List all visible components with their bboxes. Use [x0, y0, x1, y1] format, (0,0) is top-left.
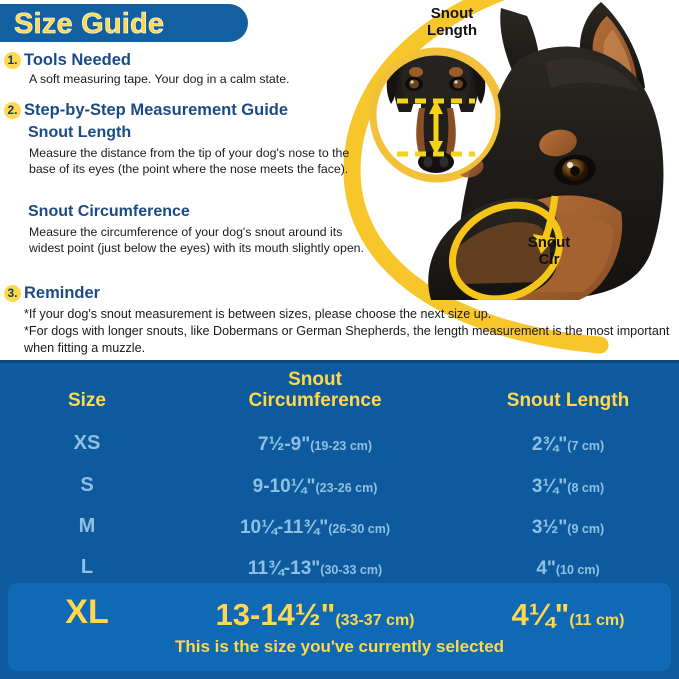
row-length-cm: (11 cm): [569, 612, 625, 629]
row-length-cm: (7 cm): [567, 439, 605, 453]
row-length-in: 3¼": [531, 476, 568, 497]
snout-cir-arrow: [533, 195, 559, 254]
dog-photo: [369, 0, 679, 303]
snout-length-arrow: [429, 100, 443, 155]
row-size: S: [80, 474, 94, 496]
table-header-circumference: Snout Circumference: [248, 369, 382, 411]
step-2: 2. Step-by-Step Measurement Guide: [4, 101, 288, 120]
row-circumference-cm: (19-23 cm): [310, 439, 373, 453]
table-row[interactable]: S 9-10¼"(23-26 cm) 3¼"(8 cm): [0, 474, 679, 514]
step-1-title: Tools Needed: [24, 51, 131, 69]
table-header-size: Size: [67, 390, 107, 411]
row-circumference-in: 7½-9": [257, 434, 311, 455]
row-length-cm: (10 cm): [555, 563, 600, 577]
table-row[interactable]: M 10¼-11¾"(26-30 cm) 3½"(9 cm): [0, 515, 679, 555]
row-circumference-cm: (30-33 cm): [320, 563, 383, 577]
title-banner: Size Guide: [0, 4, 248, 42]
table-row[interactable]: L 11¾-13"(30-33 cm) 4"(10 cm): [0, 556, 679, 596]
step-2-title: Step-by-Step Measurement Guide: [24, 101, 289, 119]
step-1: 1. Tools Needed: [4, 51, 131, 70]
row-length: 4"(10 cm): [468, 558, 668, 580]
row-circumference: 13-14½"(33-37 cm): [200, 597, 430, 633]
table-divider: [0, 360, 679, 363]
row-length-in: 3½": [531, 517, 568, 538]
row-circumference: 9-10¼"(23-26 cm): [200, 476, 430, 498]
row-circumference: 11¾-13"(30-33 cm): [200, 558, 430, 580]
row-circumference-cm: (23-26 cm): [315, 481, 378, 495]
step-2-badge: 2.: [4, 102, 21, 119]
snout-circumference-loop: [448, 201, 564, 303]
row-size: M: [78, 515, 96, 537]
row-circumference: 10¼-11¾"(26-30 cm): [200, 517, 430, 539]
snout-circumference-body: Measure the circumference of your dog's …: [29, 225, 364, 255]
row-size: L: [80, 556, 94, 578]
step-1-badge: 1.: [4, 52, 21, 69]
row-circumference-in: 13-14½": [215, 597, 336, 632]
row-size: XL: [65, 593, 109, 631]
table-header-length: Snout Length: [506, 390, 630, 411]
row-circumference-in: 10¼-11¾": [239, 517, 329, 538]
row-length-cm: (9 cm): [567, 522, 605, 536]
row-length-cm: (8 cm): [567, 481, 605, 495]
row-circumference-in: 9-10¼": [252, 476, 316, 497]
row-length: 3¼"(8 cm): [468, 476, 668, 498]
page-title: Size Guide: [14, 8, 165, 41]
row-length: 4¼"(11 cm): [468, 597, 668, 633]
row-circumference-in: 11¾-13": [247, 558, 321, 579]
instructions-section: Snout Length Snout Cir Size Guide 1. Tool…: [0, 0, 679, 355]
row-length-in: 2¾": [531, 434, 568, 455]
row-circumference-cm: (33-37 cm): [335, 612, 415, 629]
table-row-selected[interactable]: XL 13-14½"(33-37 cm) 4¼"(11 cm) This is …: [8, 583, 671, 671]
step-3: 3. Reminder: [4, 284, 100, 303]
snout-length-label: Snout Length: [427, 5, 477, 39]
reminder-note-1: *If your dog's snout measurement is betw…: [24, 307, 492, 321]
step-1-body: A soft measuring tape. Your dog in a cal…: [29, 72, 290, 86]
row-circumference-cm: (26-30 cm): [328, 522, 391, 536]
snout-length-heading: Snout Length: [28, 124, 132, 141]
table-row[interactable]: XS 7½-9"(19-23 cm) 2¾"(7 cm): [0, 432, 679, 472]
row-length-in: 4¼": [511, 597, 570, 632]
doberman-head-illustration: [371, 2, 664, 303]
snout-length-inset: [371, 50, 501, 180]
row-length-in: 4": [536, 558, 556, 579]
reminder-note-2: *For dogs with longer snouts, like Dober…: [24, 324, 670, 355]
row-circumference: 7½-9"(19-23 cm): [200, 434, 430, 456]
row-length: 3½"(9 cm): [468, 517, 668, 539]
step-3-title: Reminder: [24, 284, 101, 302]
row-size: XS: [73, 432, 101, 454]
snout-length-body: Measure the distance from the tip of you…: [29, 146, 350, 176]
row-length: 2¾"(7 cm): [468, 434, 668, 456]
snout-cir-label: Snout Cir: [527, 234, 571, 268]
snout-circumference-heading: Snout Circumference: [28, 203, 190, 220]
step-3-badge: 3.: [4, 285, 21, 302]
selected-size-note: This is the size you've currently select…: [174, 637, 505, 656]
